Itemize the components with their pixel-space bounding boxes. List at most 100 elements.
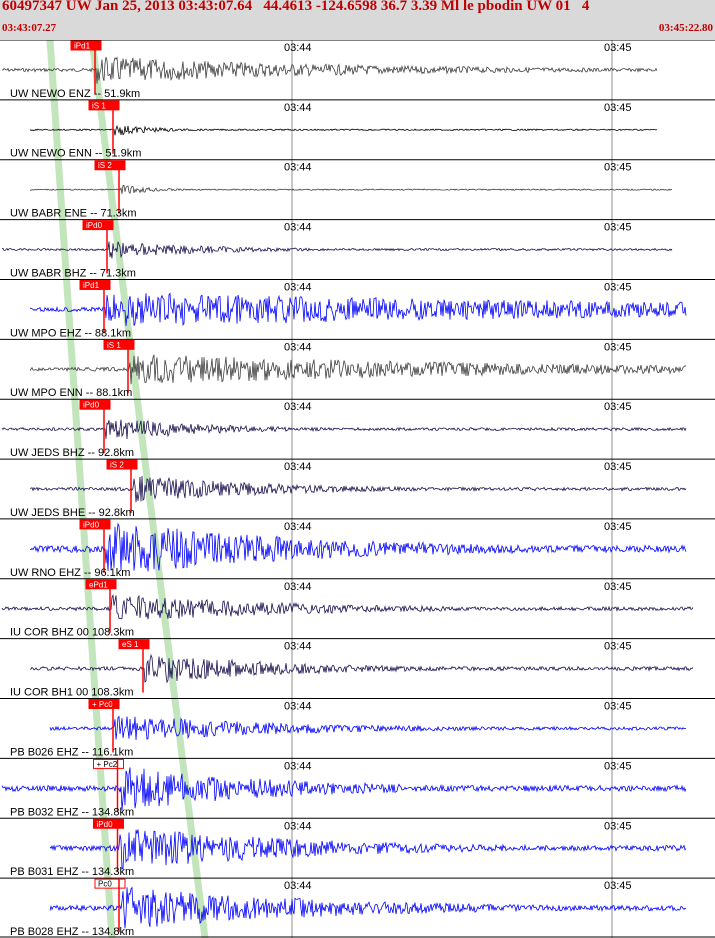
time-tick-label: 03:44 (284, 222, 312, 234)
time-tick-label: 03:45 (604, 521, 632, 533)
time-tick-label: 03:44 (284, 581, 312, 593)
time-tick-label: 03:45 (604, 880, 632, 892)
time-tick-label: 03:45 (604, 701, 632, 713)
time-tick-label: 03:44 (284, 281, 312, 293)
trace-row: 03:44 03:45 iPd1 UW MPO EHZ -- 88.1km (0, 278, 715, 339)
phase-pick-label: + Pc2 (97, 760, 118, 769)
time-tick-label: 03:44 (284, 760, 312, 772)
waveform (29, 292, 687, 327)
trace-row: 03:44 03:45 + Pc0 PB B026 EHZ -- 116.1km (0, 698, 715, 758)
time-tick-label: 03:45 (604, 102, 632, 114)
station-label: UW MPO ENN -- 88.1km (10, 387, 132, 399)
time-tick-label: 03:45 (604, 760, 632, 772)
time-tick-label: 03:44 (284, 401, 312, 413)
phase-pick-label: iS 2 (110, 461, 124, 470)
phase-pick-flag (79, 399, 111, 410)
station-label: UW JEDS BHZ -- 92.8km (10, 447, 134, 459)
phase-pick-flag (88, 100, 120, 111)
station-label: UW JEDS BHE -- 92.8km (10, 507, 135, 519)
waveform (1, 56, 658, 84)
waveform (1, 594, 694, 620)
phase-pick-flag (70, 40, 102, 51)
phase-pick-label: ePd1 (89, 580, 108, 589)
station-label: PB B026 EHZ -- 116.1km (10, 746, 133, 758)
window-end-time: 03:45:22.80 (658, 22, 713, 34)
trace-row: 03:44 03:45 eS 1 IU COR BH1 00 108.3km (0, 638, 715, 699)
station-label: UW BABR BHZ -- 71.3km (10, 267, 136, 279)
trace-row: 03:44 03:45 iS 1 UW MPO ENN -- 88.1km (0, 338, 715, 399)
station-label: UW RNO EHZ -- 96.1km (10, 567, 130, 579)
trace-row: 03:44 03:45 iPd0 UW BABR BHZ -- 71.3km (0, 219, 715, 279)
waveform (29, 653, 694, 684)
trace-row: 03:44 03:45 iPd0 UW RNO EHZ -- 96.1km (0, 518, 715, 579)
waveform (29, 522, 687, 572)
waveform (49, 886, 687, 929)
phase-pick-flag (94, 878, 126, 889)
waveform (1, 767, 687, 811)
trace-row: 03:44 03:45 iS 2 UW BABR ENE -- 71.3km (0, 159, 715, 220)
waveform (29, 354, 687, 385)
window-start-time: 03:43:07.27 (2, 22, 57, 34)
phase-pick-flag (82, 220, 114, 231)
time-tick-label: 03:44 (284, 102, 312, 114)
time-tick-label: 03:45 (604, 222, 632, 234)
time-tick-label: 03:45 (604, 162, 632, 174)
trace-row: 03:44 03:45 iS 2 UW JEDS BHE -- 92.8km (0, 458, 715, 519)
time-tick-label: 03:45 (604, 820, 632, 832)
phase-pick-label: iPd0 (86, 221, 103, 230)
phase-pick-flag (94, 160, 126, 171)
phase-pick-label: iPd0 (97, 820, 114, 829)
time-tick-label: 03:45 (604, 42, 632, 54)
trace-row: 03:44 03:45 iPd0 UW JEDS BHZ -- 92.8km (0, 398, 715, 459)
waveform (49, 829, 687, 870)
time-tick-label: 03:45 (604, 341, 632, 353)
trace-row: 03:44 03:45 iPd0 PB B031 EHZ -- 134.3km (0, 817, 715, 878)
phase-pick-flag (106, 459, 138, 470)
time-tick-label: 03:45 (604, 641, 632, 653)
phase-pick-flag (79, 519, 111, 530)
station-label: PB B031 EHZ -- 134.3km (10, 866, 134, 878)
phase-pick-label: iPd0 (83, 520, 100, 529)
waveform (29, 475, 687, 503)
station-label: UW NEWO ENZ -- 51.9km (10, 88, 140, 100)
phase-pick-flag (79, 279, 111, 290)
trace-row: 03:44 03:45 iS 1 UW NEWO ENN -- 51.9km (0, 99, 715, 160)
trace-row: 03:44 03:45 + Pc2 PB B032 EHZ -- 134.8km (0, 757, 715, 818)
time-tick-label: 03:44 (284, 162, 312, 174)
event-title: 60497347 UW Jan 25, 2013 03:43:07.64 44.… (2, 0, 590, 14)
phase-pick-flag (118, 639, 150, 650)
station-label: IU COR BHZ 00 108.3km (10, 627, 134, 639)
phase-pick-label: iPd0 (83, 401, 100, 410)
time-tick-label: 03:44 (284, 701, 312, 713)
phase-pick-label: iPd1 (83, 281, 100, 290)
station-label: UW NEWO ENN -- 51.9km (10, 148, 141, 160)
time-tick-label: 03:44 (284, 461, 312, 473)
trace-row: 03:44 03:45 Pc0 PB B028 EHZ -- 134.8km (0, 877, 715, 938)
phase-pick-flag (103, 339, 135, 350)
time-tick-label: 03:44 (284, 42, 312, 54)
station-label: PB B028 EHZ -- 134.8km (10, 926, 134, 938)
waveform (1, 241, 673, 259)
time-tick-label: 03:44 (284, 880, 312, 892)
event-header: 60497347 UW Jan 25, 2013 03:43:07.64 44.… (0, 0, 715, 40)
trace-row: 03:44 03:45 ePd1 IU COR BHZ 00 108.3km (0, 578, 715, 639)
time-tick-label: 03:44 (284, 820, 312, 832)
time-tick-label: 03:45 (604, 281, 632, 293)
trace-row: 03:44 03:45 iPd1 UW NEWO ENZ -- 51.9km (0, 40, 715, 100)
phase-pick-label: iPd1 (74, 42, 91, 51)
time-tick-label: 03:45 (604, 461, 632, 473)
phase-pick-label: + Pc0 (92, 700, 113, 709)
phase-pick-label: iS 1 (107, 341, 121, 350)
time-tick-label: 03:45 (604, 581, 632, 593)
phase-pick-label: iS 1 (92, 101, 106, 110)
waveform (1, 419, 687, 440)
station-label: IU COR BH1 00 108.3km (10, 687, 134, 699)
station-label: UW BABR ENE -- 71.3km (10, 208, 137, 220)
station-label: UW MPO EHZ -- 88.1km (10, 327, 131, 339)
waveform (29, 124, 658, 136)
time-tick-label: 03:44 (284, 641, 312, 653)
phase-pick-flag (88, 699, 120, 710)
time-tick-label: 03:44 (284, 521, 312, 533)
waveform (29, 184, 673, 195)
